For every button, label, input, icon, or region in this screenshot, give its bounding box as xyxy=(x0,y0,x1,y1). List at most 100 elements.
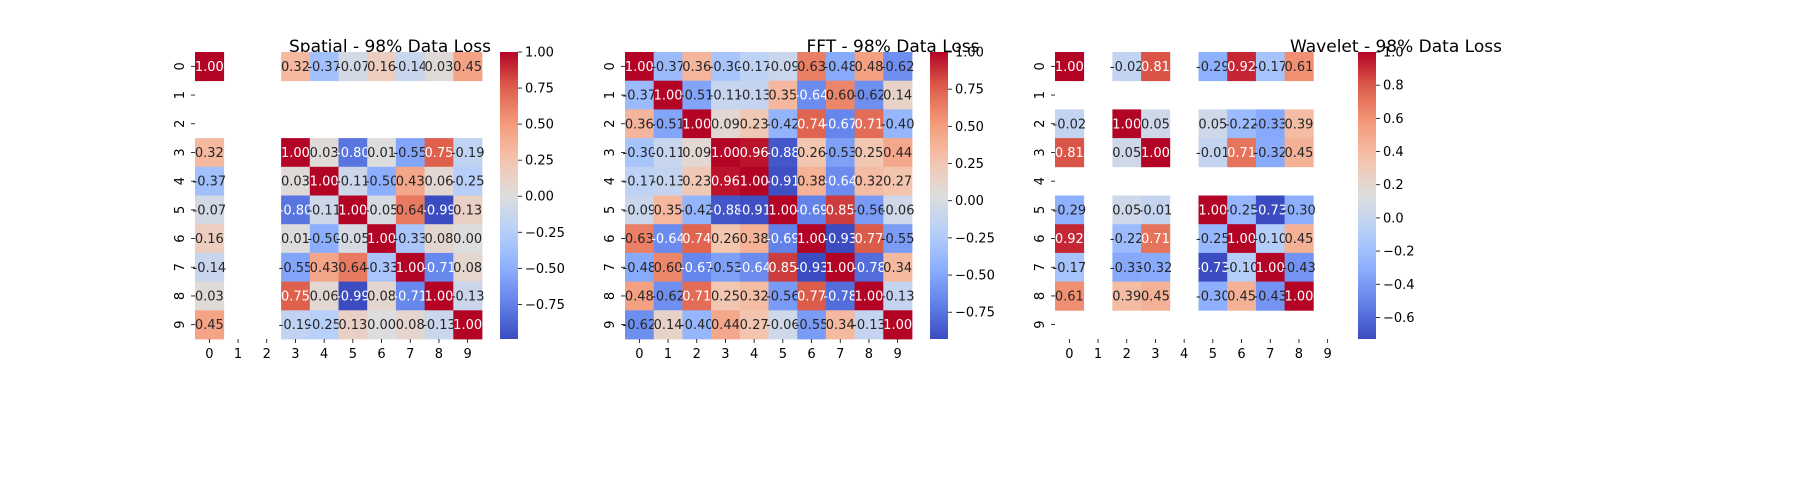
heatmap-cell xyxy=(768,252,798,282)
heatmap-cell xyxy=(711,195,741,225)
heatmap-cell xyxy=(338,224,368,254)
heatmap-cell xyxy=(1055,195,1085,225)
cell-label: -0.19 xyxy=(451,146,485,161)
heatmap-cell xyxy=(739,166,769,196)
heatmap-cell xyxy=(424,281,454,311)
cell-label: 1.00 xyxy=(396,261,425,276)
heatmap-cell xyxy=(883,166,913,196)
heatmap-cell xyxy=(1284,224,1314,254)
cell-label: -0.13 xyxy=(881,289,915,304)
y-tick-label: 6 xyxy=(1033,234,1048,242)
heatmap-cell xyxy=(195,166,225,196)
cell-label: 0.08 xyxy=(396,318,425,333)
heatmap-cell xyxy=(883,138,913,168)
cell-label: -0.33 xyxy=(1253,117,1287,132)
cell-label: 0.96 xyxy=(740,146,769,161)
cell-label: 0.00 xyxy=(453,232,482,247)
cell-label: -0.11 xyxy=(709,89,743,104)
cell-label: -0.69 xyxy=(795,203,829,218)
cell-label: -0.09 xyxy=(766,60,800,75)
cell-label: 0.00 xyxy=(367,318,396,333)
heatmap-cell xyxy=(195,138,225,168)
cell-label: 0.45 xyxy=(1284,232,1313,247)
heatmap-cell xyxy=(1112,281,1142,311)
heatmap-cell xyxy=(1255,281,1285,311)
cell-label: -0.62 xyxy=(852,89,886,104)
heatmap-cell xyxy=(883,252,913,282)
heatmap-cell xyxy=(1255,52,1285,82)
cell-label: 0.09 xyxy=(711,117,740,132)
x-tick-label: 8 xyxy=(1295,347,1303,362)
colorbar-tick-label: −0.75 xyxy=(525,298,565,313)
cell-label: 0.71 xyxy=(1141,232,1170,247)
heatmap-cell xyxy=(395,252,425,282)
heatmap-cell xyxy=(338,52,368,82)
x-tick-label: 3 xyxy=(291,347,299,362)
heatmap-cell xyxy=(367,224,397,254)
cell-label: 0.45 xyxy=(1284,146,1313,161)
heatmap-cell xyxy=(395,310,425,340)
cell-label: 0.08 xyxy=(424,232,453,247)
heatmap-cell xyxy=(682,281,712,311)
heatmap-cell xyxy=(711,109,741,139)
colorbar-tick-label: −0.25 xyxy=(525,226,565,241)
heatmap-cell xyxy=(825,52,855,82)
cell-label: 0.45 xyxy=(1141,289,1170,304)
heatmap-cell xyxy=(682,52,712,82)
cell-label: 0.74 xyxy=(682,232,711,247)
cell-label: -0.64 xyxy=(737,261,771,276)
cell-label: 0.23 xyxy=(740,117,769,132)
heatmap-cell xyxy=(625,166,655,196)
cell-label: 0.81 xyxy=(1055,146,1084,161)
y-tick-label: 8 xyxy=(1033,292,1048,300)
y-tick-label: 8 xyxy=(173,292,188,300)
heatmap-cell xyxy=(367,195,397,225)
heatmap-cell xyxy=(739,310,769,340)
colorbar-tick-label: 0.50 xyxy=(525,118,554,133)
cell-label: 0.35 xyxy=(654,203,683,218)
x-tick-label: 0 xyxy=(1065,347,1073,362)
heatmap-cell xyxy=(367,310,397,340)
cell-label: -0.73 xyxy=(1196,261,1230,276)
cell-label: -0.13 xyxy=(451,289,485,304)
heatmap-cell xyxy=(854,109,884,139)
cell-label: -0.53 xyxy=(823,146,857,161)
cell-label: -0.25 xyxy=(451,175,485,190)
y-tick-label: 0 xyxy=(603,62,618,70)
heatmap-cell xyxy=(1112,252,1142,282)
cell-label: 0.92 xyxy=(1227,60,1256,75)
heatmap-cell xyxy=(281,281,311,311)
heatmap-cell xyxy=(195,310,225,340)
cell-label: -0.53 xyxy=(709,261,743,276)
cell-label: 0.92 xyxy=(1055,232,1084,247)
cell-label: -0.62 xyxy=(623,318,657,333)
heatmap-cell xyxy=(768,52,798,82)
y-tick-label: 7 xyxy=(1033,263,1048,271)
heatmap-cell xyxy=(1055,252,1085,282)
cell-label: -0.13 xyxy=(852,318,886,333)
heatmap-cell xyxy=(309,138,339,168)
x-tick-label: 7 xyxy=(1266,347,1274,362)
heatmap-cell xyxy=(338,195,368,225)
heatmap-cell xyxy=(797,109,827,139)
heatmap-cell xyxy=(281,252,311,282)
heatmap-cell xyxy=(825,138,855,168)
heatmap-cell xyxy=(195,224,225,254)
cell-label: 1.00 xyxy=(711,146,740,161)
cell-label: -0.37 xyxy=(623,89,657,104)
heatmap-cell xyxy=(682,310,712,340)
cell-label: -0.55 xyxy=(279,261,313,276)
cell-label: -0.22 xyxy=(1225,117,1259,132)
heatmap-cell xyxy=(395,52,425,82)
heatmap-cell xyxy=(1112,52,1142,82)
cell-label: -0.06 xyxy=(881,203,915,218)
cell-label: 0.13 xyxy=(338,318,367,333)
heatmap-cell xyxy=(682,80,712,110)
heatmap-cell xyxy=(825,281,855,311)
heatmap-cell xyxy=(711,224,741,254)
cell-label: -0.22 xyxy=(1110,232,1144,247)
cell-label: -0.78 xyxy=(823,289,857,304)
cell-label: 0.06 xyxy=(424,175,453,190)
heatmap-cell xyxy=(453,138,483,168)
cell-label: 1.00 xyxy=(1141,146,1170,161)
